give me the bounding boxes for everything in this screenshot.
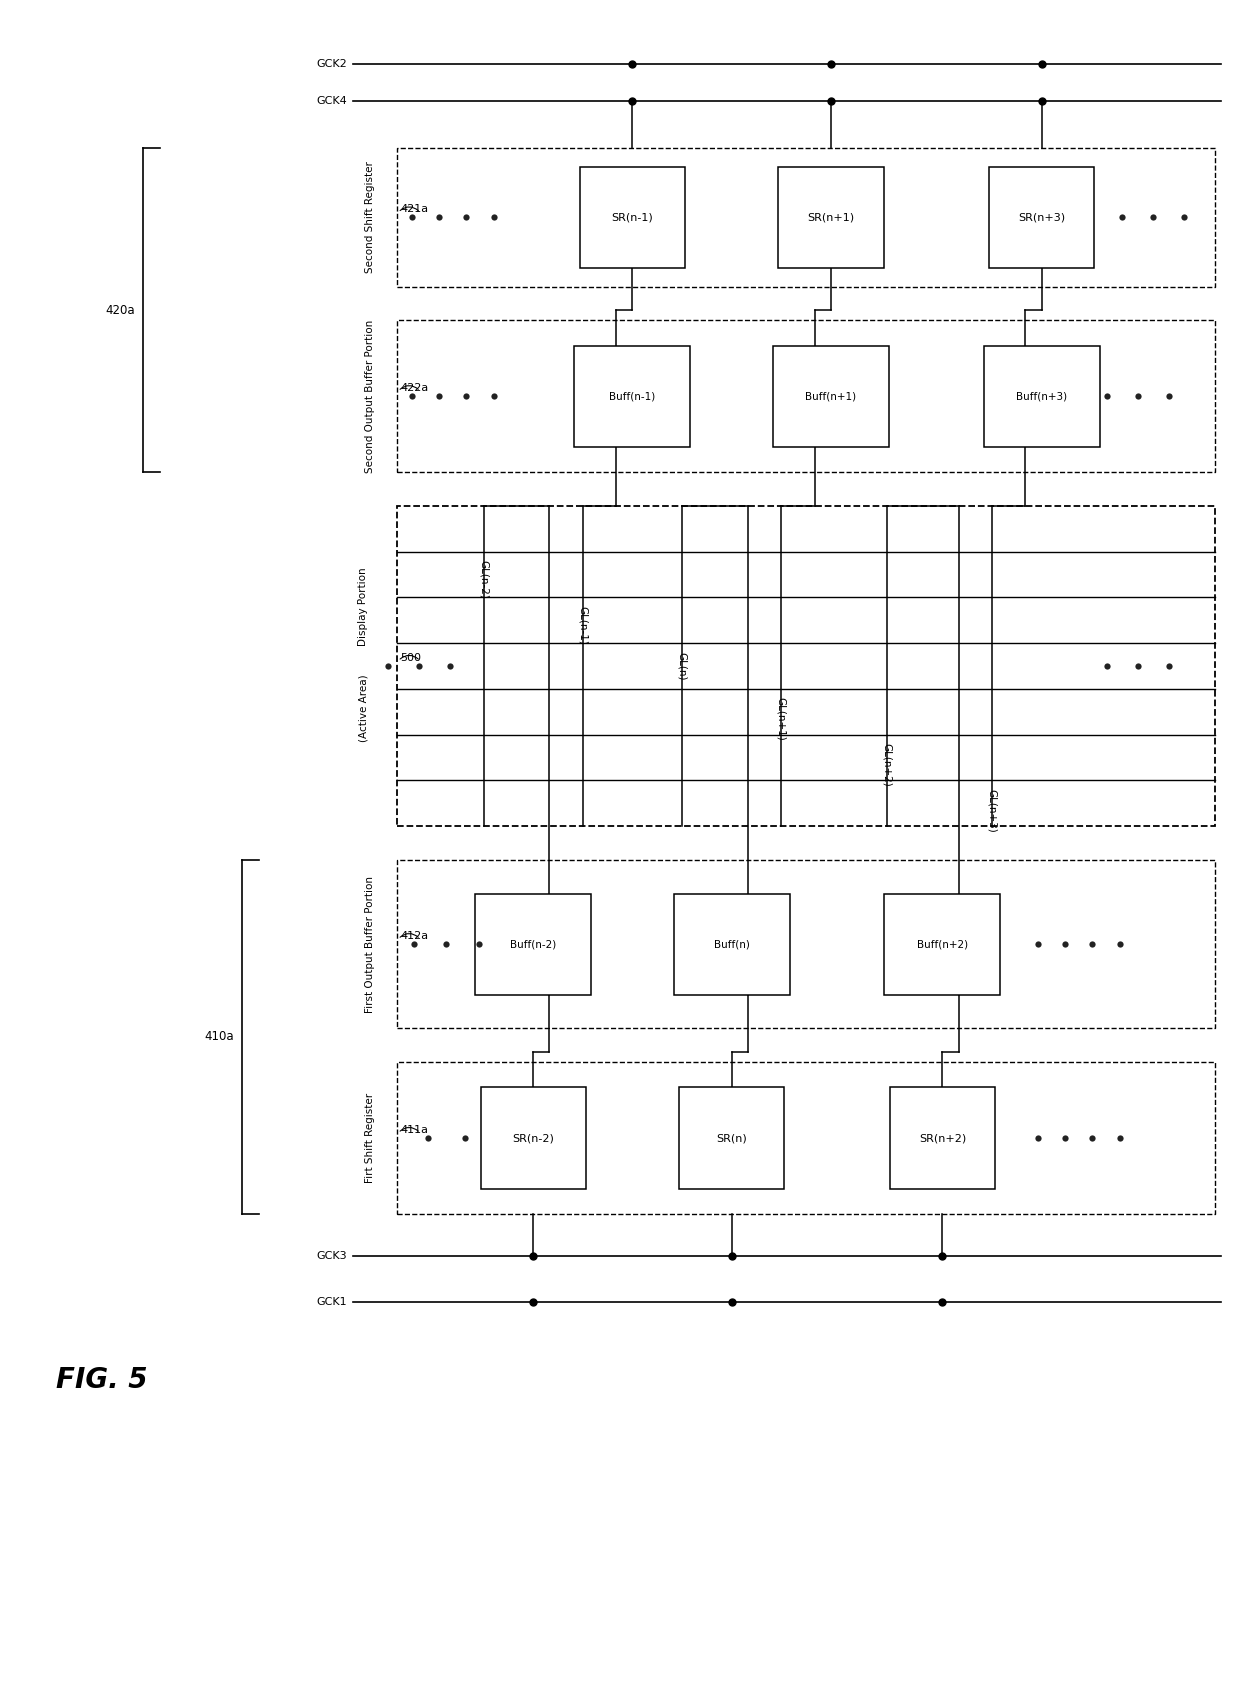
Text: Buff(n+2): Buff(n+2)	[916, 939, 968, 949]
Text: 500: 500	[401, 652, 422, 663]
FancyBboxPatch shape	[983, 346, 1100, 447]
Text: GCK2: GCK2	[316, 59, 347, 69]
Text: (Active Area): (Active Area)	[358, 674, 368, 742]
FancyBboxPatch shape	[680, 1087, 784, 1189]
FancyBboxPatch shape	[773, 346, 889, 447]
Text: GL(n): GL(n)	[677, 651, 687, 679]
Text: 420a: 420a	[105, 303, 135, 317]
Text: Second Output Buffer Portion: Second Output Buffer Portion	[365, 320, 374, 472]
Text: SR(n): SR(n)	[717, 1133, 746, 1143]
FancyBboxPatch shape	[884, 894, 1001, 995]
Text: SR(n+3): SR(n+3)	[1018, 212, 1065, 223]
Text: 411a: 411a	[401, 1125, 429, 1135]
Text: GL(n+3): GL(n+3)	[987, 789, 997, 833]
Text: 422a: 422a	[401, 383, 429, 393]
Text: 410a: 410a	[205, 1030, 234, 1044]
Text: GL(n-2): GL(n-2)	[479, 560, 489, 599]
FancyBboxPatch shape	[580, 167, 684, 268]
Text: Buff(n+3): Buff(n+3)	[1016, 391, 1068, 401]
Text: SR(n+1): SR(n+1)	[807, 212, 854, 223]
Text: Second Shift Register: Second Shift Register	[365, 162, 374, 273]
Text: SR(n+2): SR(n+2)	[919, 1133, 966, 1143]
Text: GCK4: GCK4	[316, 96, 347, 106]
Text: 412a: 412a	[401, 931, 429, 941]
FancyBboxPatch shape	[890, 1087, 994, 1189]
Text: Buff(n): Buff(n)	[714, 939, 749, 949]
Text: First Output Buffer Portion: First Output Buffer Portion	[365, 875, 374, 1013]
Text: Display Portion: Display Portion	[358, 568, 368, 646]
Text: SR(n-2): SR(n-2)	[512, 1133, 554, 1143]
FancyBboxPatch shape	[673, 894, 790, 995]
Text: SR(n-1): SR(n-1)	[611, 212, 653, 223]
Text: GL(n-1): GL(n-1)	[578, 605, 588, 644]
FancyBboxPatch shape	[481, 1087, 587, 1189]
Text: Buff(n-1): Buff(n-1)	[609, 391, 656, 401]
Text: GL(n+1): GL(n+1)	[776, 698, 786, 742]
Text: 421a: 421a	[401, 204, 429, 214]
Text: GL(n+2): GL(n+2)	[882, 744, 892, 787]
Text: GCK3: GCK3	[316, 1251, 347, 1261]
FancyBboxPatch shape	[475, 894, 591, 995]
FancyBboxPatch shape	[990, 167, 1094, 268]
FancyBboxPatch shape	[779, 167, 883, 268]
Text: Buff(n-2): Buff(n-2)	[510, 939, 557, 949]
Text: GCK1: GCK1	[316, 1297, 347, 1307]
Text: Firt Shift Register: Firt Shift Register	[365, 1093, 374, 1184]
Text: Buff(n+1): Buff(n+1)	[805, 391, 857, 401]
Text: FIG. 5: FIG. 5	[56, 1366, 148, 1394]
FancyBboxPatch shape	[574, 346, 691, 447]
